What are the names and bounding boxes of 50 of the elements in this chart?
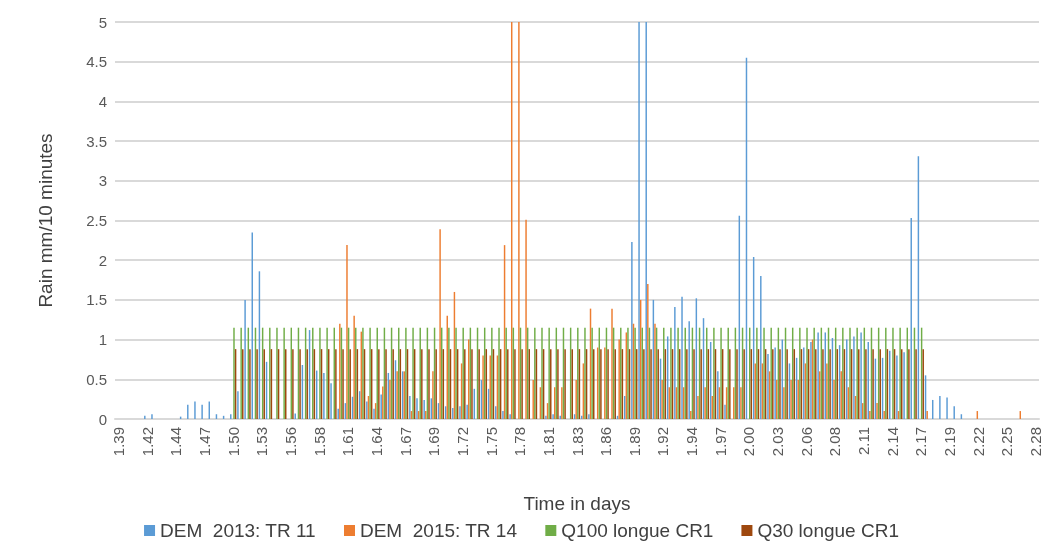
x-tick-label: 1.44 xyxy=(167,427,185,457)
x-tick-label: 1.39 xyxy=(110,427,128,457)
x-tick-label: 2.28 xyxy=(1026,427,1043,457)
x-tick-label: 1.97 xyxy=(711,427,729,457)
x-tick-label: 1.56 xyxy=(281,427,299,457)
x-tick-label: 2.22 xyxy=(969,427,987,457)
y-tick-label: 2.5 xyxy=(86,212,107,229)
x-tick-label: 1.50 xyxy=(224,427,242,457)
x-tick-label: 1.64 xyxy=(367,427,385,457)
x-tick-label: 2.00 xyxy=(740,427,758,457)
x-tick-label: 1.89 xyxy=(625,427,643,457)
x-tick-label: 1.81 xyxy=(539,427,557,457)
x-tick-label: 2.25 xyxy=(998,427,1016,457)
x-tick-label: 1.58 xyxy=(310,427,328,457)
x-tick-label: 2.17 xyxy=(912,427,930,457)
y-tick-label: 3.5 xyxy=(86,132,107,150)
y-tick-label: 5 xyxy=(98,13,107,31)
x-tick-label: 2.11 xyxy=(855,427,873,456)
x-tick-label: 1.72 xyxy=(453,427,471,457)
y-tick-label: 4 xyxy=(98,92,107,110)
x-tick-label: 1.61 xyxy=(339,427,357,457)
x-tick-label: 1.78 xyxy=(511,427,529,457)
y-tick-label: 1 xyxy=(98,331,107,349)
legend-label: DEM 2015: TR 14 xyxy=(359,520,518,541)
y-tick-label: 3 xyxy=(98,172,107,190)
x-tick-label: 1.86 xyxy=(597,427,615,457)
y-tick-label: 0.5 xyxy=(86,370,107,388)
x-tick-label: 2.14 xyxy=(883,427,901,457)
x-tick-label: 2.03 xyxy=(769,427,787,457)
y-axis-title: Rain mm/10 minutes xyxy=(35,133,56,308)
x-tick-label: 1.83 xyxy=(568,427,586,457)
y-tick-label: 4.5 xyxy=(86,53,107,71)
x-tick-label: 1.53 xyxy=(253,427,271,457)
x-tick-label: 2.19 xyxy=(940,427,958,457)
x-tick-label: 2.06 xyxy=(797,427,815,457)
x-tick-label: 1.92 xyxy=(654,427,672,457)
legend-label: Q30 longue CR1 xyxy=(757,520,899,541)
x-tick-label: 1.47 xyxy=(196,427,214,457)
x-tick-label: 1.94 xyxy=(683,427,701,457)
y-tick-label: 1.5 xyxy=(86,291,107,309)
x-axis-title: Time in days xyxy=(523,493,631,514)
x-tick-label: 1.75 xyxy=(482,427,500,457)
x-tick-label: 2.08 xyxy=(826,427,844,457)
x-tick-label: 1.42 xyxy=(138,427,156,457)
x-tick-label: 1.67 xyxy=(396,427,414,457)
x-tick-label: 1.69 xyxy=(425,427,443,457)
legend-label: Q100 longue CR1 xyxy=(561,520,714,541)
y-tick-label: 2 xyxy=(98,251,107,269)
y-tick-label: 0 xyxy=(98,410,107,428)
legend-label: DEM 2013: TR 11 xyxy=(160,520,316,541)
